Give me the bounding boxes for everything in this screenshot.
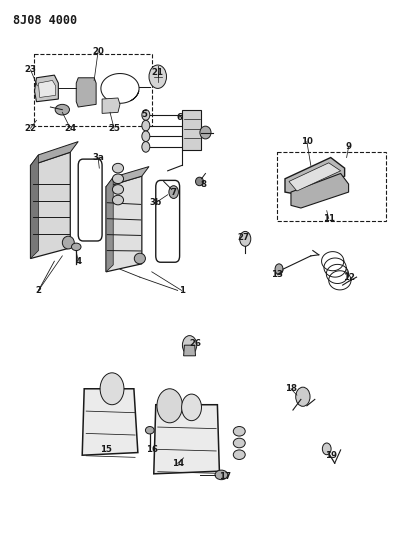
Text: 9: 9 <box>346 142 352 151</box>
Polygon shape <box>30 155 38 259</box>
Text: 13: 13 <box>271 270 283 279</box>
Ellipse shape <box>113 164 124 173</box>
Ellipse shape <box>134 253 145 264</box>
Circle shape <box>322 443 331 455</box>
Text: 22: 22 <box>24 124 37 133</box>
Text: 27: 27 <box>237 233 249 242</box>
Ellipse shape <box>113 174 124 183</box>
Ellipse shape <box>62 236 74 249</box>
Polygon shape <box>289 163 341 191</box>
Text: 16: 16 <box>146 446 158 455</box>
Polygon shape <box>34 75 58 102</box>
Polygon shape <box>106 166 149 187</box>
Ellipse shape <box>55 104 69 115</box>
Text: 10: 10 <box>301 137 313 146</box>
Polygon shape <box>102 98 120 114</box>
Circle shape <box>182 336 197 355</box>
Text: 2: 2 <box>36 286 41 295</box>
Text: 3b: 3b <box>150 198 162 207</box>
Polygon shape <box>82 389 138 455</box>
Text: 6: 6 <box>177 113 183 122</box>
Polygon shape <box>291 173 349 208</box>
Text: 7: 7 <box>171 188 177 197</box>
Text: 26: 26 <box>190 339 201 348</box>
Circle shape <box>142 131 150 142</box>
Ellipse shape <box>233 450 245 459</box>
Circle shape <box>275 264 283 274</box>
Text: 14: 14 <box>172 459 184 467</box>
Text: 3a: 3a <box>92 153 104 162</box>
Polygon shape <box>285 158 345 195</box>
Circle shape <box>169 185 178 198</box>
Text: 8J08 4000: 8J08 4000 <box>13 14 77 27</box>
Text: 17: 17 <box>219 472 231 481</box>
Text: 1: 1 <box>179 286 185 295</box>
Text: 20: 20 <box>92 47 104 55</box>
Ellipse shape <box>200 126 211 139</box>
Circle shape <box>100 373 124 405</box>
Circle shape <box>149 65 166 88</box>
Text: 12: 12 <box>343 273 355 281</box>
Text: 18: 18 <box>285 384 297 393</box>
Circle shape <box>142 142 150 152</box>
Text: 19: 19 <box>325 451 337 460</box>
Circle shape <box>182 394 201 421</box>
Ellipse shape <box>215 470 228 480</box>
Circle shape <box>157 389 182 423</box>
Text: 11: 11 <box>323 214 335 223</box>
Text: 21: 21 <box>152 68 164 77</box>
Polygon shape <box>38 80 55 98</box>
Ellipse shape <box>233 426 245 436</box>
Text: 5: 5 <box>141 110 147 119</box>
Text: 25: 25 <box>108 124 120 133</box>
Polygon shape <box>184 345 196 356</box>
Circle shape <box>240 231 251 246</box>
Polygon shape <box>76 78 96 107</box>
Text: 8: 8 <box>200 180 206 189</box>
Ellipse shape <box>145 426 154 434</box>
Polygon shape <box>30 142 78 165</box>
Circle shape <box>296 387 310 406</box>
Text: 24: 24 <box>64 124 76 133</box>
Ellipse shape <box>113 184 124 194</box>
Text: 15: 15 <box>100 446 112 455</box>
Polygon shape <box>30 152 70 259</box>
Text: 4: 4 <box>75 257 81 265</box>
Circle shape <box>142 110 150 120</box>
Polygon shape <box>154 405 219 474</box>
Ellipse shape <box>196 177 203 185</box>
Text: 23: 23 <box>24 66 37 74</box>
Circle shape <box>142 120 150 131</box>
Ellipse shape <box>233 438 245 448</box>
Polygon shape <box>106 176 142 272</box>
Ellipse shape <box>113 195 124 205</box>
Polygon shape <box>182 110 201 150</box>
Polygon shape <box>106 177 113 272</box>
Ellipse shape <box>71 243 81 251</box>
